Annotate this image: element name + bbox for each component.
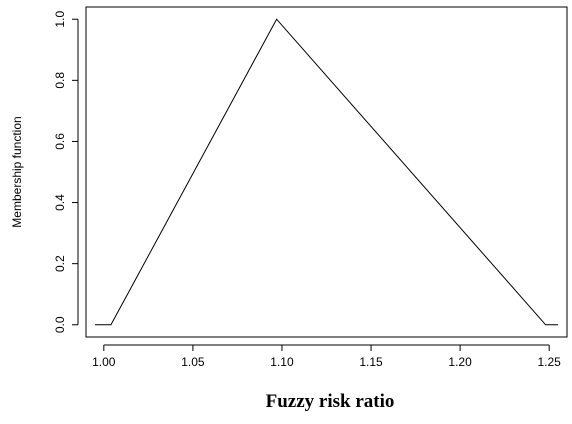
y-tick-label: 0.2 bbox=[53, 255, 67, 272]
y-tick-label: 1.0 bbox=[53, 11, 67, 28]
y-axis: 0.0 0.2 0.4 0.6 0.8 1.0 bbox=[53, 11, 79, 333]
y-tick-label: 0.0 bbox=[53, 316, 67, 333]
x-tick-label: 1.25 bbox=[538, 355, 562, 369]
x-tick-label: 1.10 bbox=[270, 355, 294, 369]
series-layer bbox=[94, 18, 559, 326]
membership-line bbox=[94, 18, 559, 326]
x-tick-label: 1.05 bbox=[181, 355, 205, 369]
x-tick-label: 1.15 bbox=[359, 355, 383, 369]
plot-frame bbox=[85, 6, 568, 338]
y-axis-title: Membership function bbox=[10, 116, 24, 227]
x-tick-label: 1.20 bbox=[448, 355, 472, 369]
x-axis: 1.00 1.05 1.10 1.15 1.20 1.25 bbox=[92, 344, 562, 369]
x-axis-title: Fuzzy risk ratio bbox=[266, 391, 395, 412]
y-tick-label: 0.6 bbox=[53, 133, 67, 150]
y-tick-label: 0.8 bbox=[53, 72, 67, 89]
y-tick-label: 0.4 bbox=[53, 194, 67, 211]
x-tick-label: 1.00 bbox=[92, 355, 116, 369]
